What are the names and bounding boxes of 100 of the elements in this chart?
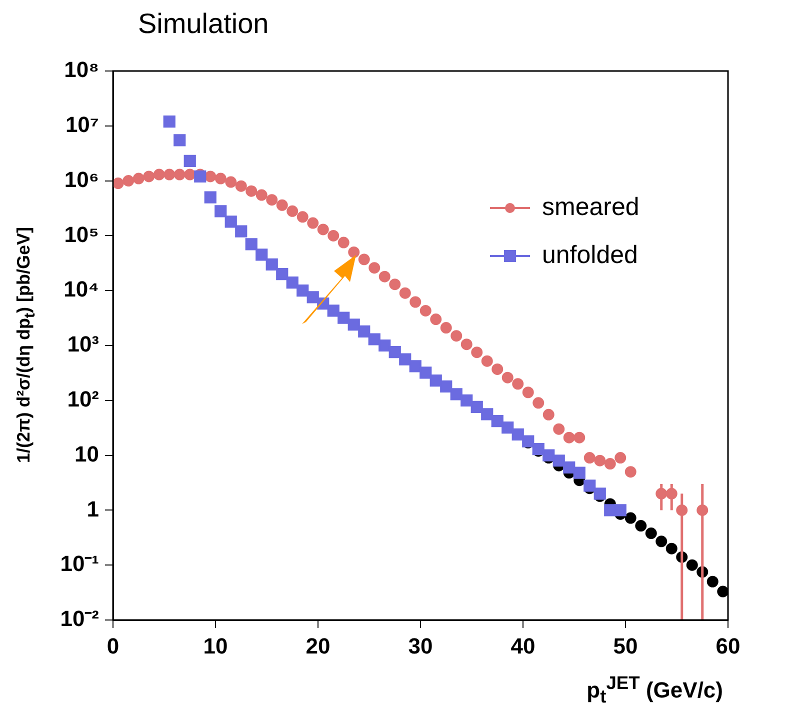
y-tick-label: 10² [67, 386, 99, 412]
point [563, 461, 576, 474]
point [512, 378, 524, 390]
point [368, 262, 380, 274]
point [420, 366, 432, 379]
point [666, 542, 678, 554]
point [430, 314, 442, 326]
point [317, 224, 329, 236]
point [256, 248, 268, 261]
point [635, 520, 647, 532]
y-tick-label: 10⁷ [65, 112, 99, 137]
point [430, 374, 442, 387]
point [440, 322, 452, 334]
point [717, 586, 728, 598]
point [204, 170, 216, 182]
point [492, 363, 504, 375]
point [481, 355, 493, 367]
point [645, 528, 657, 540]
x-tick-label: 20 [306, 633, 330, 658]
point [235, 225, 248, 238]
point [266, 194, 278, 206]
x-tick-label: 0 [106, 633, 120, 658]
point [307, 217, 319, 229]
point [614, 452, 626, 464]
point [532, 442, 544, 456]
y-tick-label: 10⁴ [64, 276, 99, 302]
point [225, 176, 237, 188]
point [624, 466, 636, 478]
point [706, 576, 718, 588]
point [389, 278, 401, 290]
point [306, 291, 319, 304]
point [553, 423, 565, 435]
point [276, 199, 288, 211]
y-tick-label: 10⁵ [64, 222, 99, 247]
point [358, 325, 370, 338]
point [471, 346, 483, 358]
point [163, 116, 176, 128]
y-tick-label: 10⁸ [64, 57, 99, 82]
point [420, 304, 432, 316]
point [338, 236, 350, 248]
point [348, 246, 360, 258]
chart-title: Simulation [138, 8, 269, 40]
point [328, 230, 340, 242]
point [584, 480, 596, 492]
legend-label: unfolded [542, 240, 638, 269]
point [460, 394, 473, 406]
point [194, 170, 206, 183]
x-tick-label: 60 [716, 633, 740, 658]
point [481, 408, 494, 420]
y-tick-label: 10⁻¹ [60, 551, 99, 576]
y-tick-label: 1 [86, 496, 99, 522]
point [358, 254, 370, 266]
point [378, 339, 391, 352]
point [164, 168, 176, 180]
point [552, 454, 565, 467]
point [368, 333, 380, 346]
point [656, 536, 668, 548]
point [235, 180, 247, 192]
point [460, 338, 472, 350]
point [214, 205, 227, 218]
point [399, 287, 411, 299]
point [440, 380, 452, 392]
legend-label: smeared [542, 192, 640, 221]
y-tick-label: 10 [74, 441, 99, 466]
point [594, 454, 606, 466]
point [296, 211, 308, 223]
point [122, 175, 134, 187]
point [143, 170, 155, 182]
x-axis-title: p$_{t}$$^{JET}$ (GeV/c) [586, 672, 723, 705]
point [584, 452, 596, 464]
point [450, 388, 462, 400]
point [502, 372, 514, 384]
point [574, 432, 586, 444]
point [174, 168, 186, 180]
x-tick-label: 10 [203, 633, 228, 658]
point [624, 512, 636, 524]
point [184, 154, 196, 167]
point [113, 178, 124, 190]
point [132, 172, 144, 184]
point [614, 504, 626, 516]
point [502, 422, 514, 434]
point [399, 353, 412, 366]
point [174, 134, 186, 146]
point [388, 346, 401, 358]
point [604, 504, 616, 516]
point [532, 397, 544, 409]
point [604, 458, 616, 470]
point [153, 168, 165, 180]
point [204, 191, 216, 204]
point [542, 408, 554, 420]
point [246, 185, 258, 197]
y-tick-label: 10⁻² [60, 606, 99, 632]
point [256, 189, 268, 201]
point [410, 296, 422, 308]
point [245, 238, 258, 250]
point [327, 304, 340, 317]
point [563, 432, 575, 444]
point [338, 312, 350, 324]
point [296, 284, 309, 297]
point [470, 400, 483, 413]
